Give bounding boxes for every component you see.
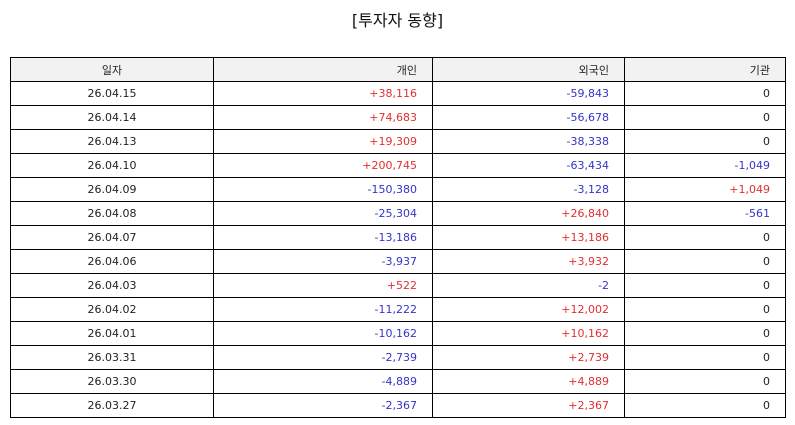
- individual-cell: +38,116: [213, 81, 433, 106]
- date-cell: 26.04.13: [10, 129, 214, 154]
- individual-cell: -3,937: [213, 249, 433, 274]
- table-row: 26.03.31 -2,739 +2,739 0: [10, 345, 786, 370]
- institution-cell: 0: [624, 393, 786, 418]
- date-cell: 26.04.06: [10, 249, 214, 274]
- table-row: 26.04.13 +19,309 -38,338 0: [10, 129, 786, 154]
- foreign-cell: +26,840: [432, 201, 625, 226]
- foreign-cell: -2: [432, 273, 625, 298]
- table-row: 26.03.27 -2,367 +2,367 0: [10, 393, 786, 418]
- column-header-individual: 개인: [213, 57, 433, 82]
- individual-cell: +200,745: [213, 153, 433, 178]
- institution-cell: -561: [624, 201, 786, 226]
- table-row: 26.03.30 -4,889 +4,889 0: [10, 369, 786, 394]
- date-cell: 26.04.08: [10, 201, 214, 226]
- date-cell: 26.04.15: [10, 81, 214, 106]
- individual-cell: +522: [213, 273, 433, 298]
- individual-cell: -150,380: [213, 177, 433, 202]
- foreign-cell: +12,002: [432, 297, 625, 322]
- table-row: 26.04.09 -150,380 -3,128 +1,049: [10, 177, 786, 202]
- table-row: 26.04.10 +200,745 -63,434 -1,049: [10, 153, 786, 178]
- foreign-cell: +4,889: [432, 369, 625, 394]
- table-row: 26.04.14 +74,683 -56,678 0: [10, 105, 786, 130]
- institution-cell: 0: [624, 369, 786, 394]
- individual-cell: -2,739: [213, 345, 433, 370]
- institution-cell: 0: [624, 345, 786, 370]
- foreign-cell: +2,739: [432, 345, 625, 370]
- institution-cell: 0: [624, 273, 786, 298]
- table-row: 26.04.15 +38,116 -59,843 0: [10, 81, 786, 106]
- institution-cell: 0: [624, 297, 786, 322]
- foreign-cell: +2,367: [432, 393, 625, 418]
- column-header-institution: 기관: [624, 57, 786, 82]
- foreign-cell: +13,186: [432, 225, 625, 250]
- date-cell: 26.03.31: [10, 345, 214, 370]
- table-row: 26.04.03 +522 -2 0: [10, 273, 786, 298]
- date-cell: 26.04.02: [10, 297, 214, 322]
- individual-cell: -11,222: [213, 297, 433, 322]
- individual-cell: +19,309: [213, 129, 433, 154]
- foreign-cell: -38,338: [432, 129, 625, 154]
- foreign-cell: +3,932: [432, 249, 625, 274]
- foreign-cell: -63,434: [432, 153, 625, 178]
- date-cell: 26.04.03: [10, 273, 214, 298]
- individual-cell: +74,683: [213, 105, 433, 130]
- table-header-row: 일자 개인 외국인 기관: [10, 57, 786, 82]
- individual-cell: -10,162: [213, 321, 433, 346]
- table-row: 26.04.02 -11,222 +12,002 0: [10, 297, 786, 322]
- investor-trend-table: 일자 개인 외국인 기관 26.04.15 +38,116 -59,843 0 26.0…: [10, 57, 786, 418]
- foreign-cell: -3,128: [432, 177, 625, 202]
- institution-cell: 0: [624, 81, 786, 106]
- institution-cell: -1,049: [624, 153, 786, 178]
- table-row: 26.04.07 -13,186 +13,186 0: [10, 225, 786, 250]
- foreign-cell: +10,162: [432, 321, 625, 346]
- individual-cell: -13,186: [213, 225, 433, 250]
- date-cell: 26.04.07: [10, 225, 214, 250]
- page-title: [투자자 동향]: [351, 11, 444, 30]
- individual-cell: -25,304: [213, 201, 433, 226]
- institution-cell: 0: [624, 249, 786, 274]
- date-cell: 26.04.09: [10, 177, 214, 202]
- date-cell: 26.03.30: [10, 369, 214, 394]
- institution-cell: +1,049: [624, 177, 786, 202]
- institution-cell: 0: [624, 129, 786, 154]
- column-header-foreign: 외국인: [432, 57, 625, 82]
- table-row: 26.04.06 -3,937 +3,932 0: [10, 249, 786, 274]
- date-cell: 26.03.27: [10, 393, 214, 418]
- foreign-cell: -56,678: [432, 105, 625, 130]
- table-body: 26.04.15 +38,116 -59,843 0 26.04.14 +74,683 -5…: [10, 81, 786, 418]
- column-header-date: 일자: [10, 57, 214, 82]
- institution-cell: 0: [624, 225, 786, 250]
- date-cell: 26.04.01: [10, 321, 214, 346]
- date-cell: 26.04.14: [10, 105, 214, 130]
- date-cell: 26.04.10: [10, 153, 214, 178]
- individual-cell: -2,367: [213, 393, 433, 418]
- institution-cell: 0: [624, 105, 786, 130]
- table-row: 26.04.01 -10,162 +10,162 0: [10, 321, 786, 346]
- table-row: 26.04.08 -25,304 +26,840 -561: [10, 201, 786, 226]
- institution-cell: 0: [624, 321, 786, 346]
- foreign-cell: -59,843: [432, 81, 625, 106]
- individual-cell: -4,889: [213, 369, 433, 394]
